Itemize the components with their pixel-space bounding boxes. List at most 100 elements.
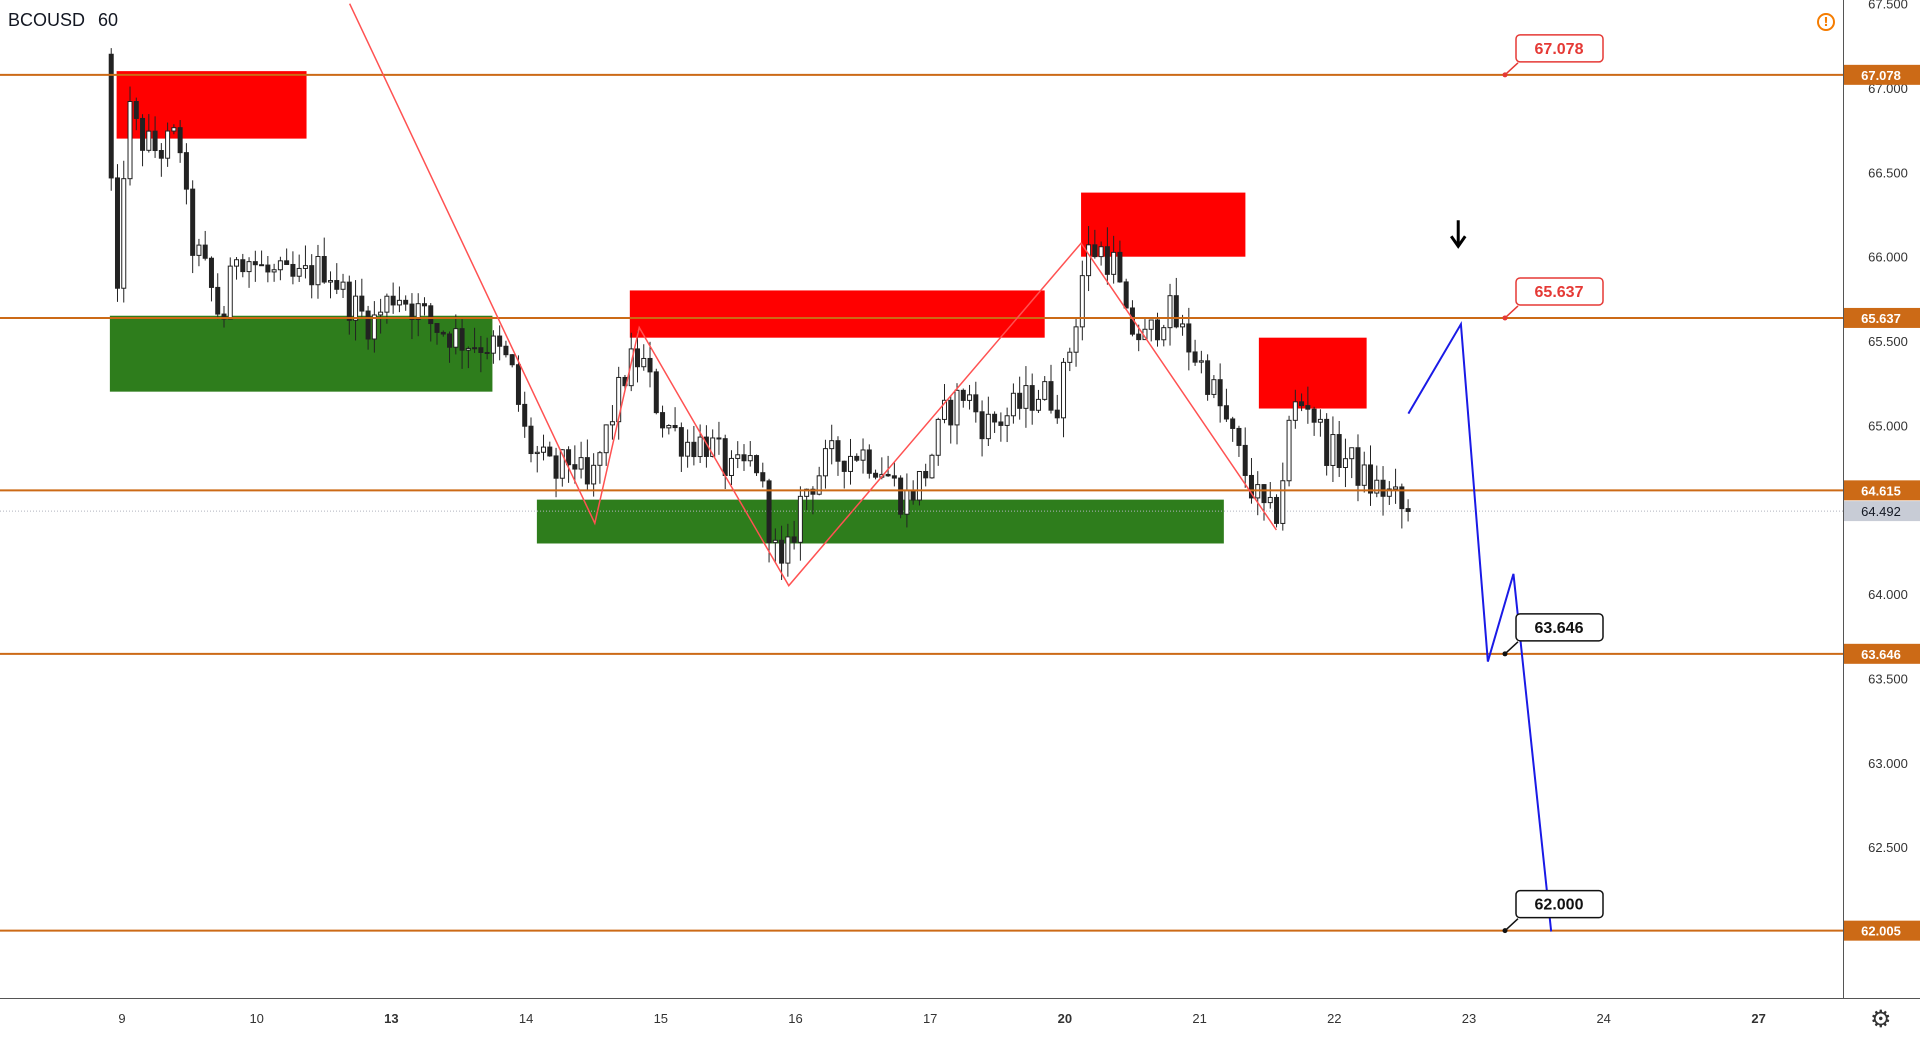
candle-body: [647, 357, 653, 373]
candle-body: [390, 295, 396, 306]
candle-49: [415, 293, 421, 337]
price-callout-0: 67.078: [1502, 34, 1604, 78]
candle-body: [666, 425, 672, 429]
candle-186: [1274, 494, 1280, 528]
time-axis: 9 10 13 14 15 16 17 20 21 22 23 24 27: [0, 998, 1920, 1026]
candle-102: [747, 441, 753, 467]
candle-142: [998, 412, 1004, 442]
candle-body: [1010, 392, 1016, 417]
candle-body: [1274, 496, 1280, 524]
candle-body: [747, 455, 753, 462]
level-price-tag-text-0: 67.078: [1861, 68, 1901, 83]
candle-20: [234, 257, 240, 280]
candle-188: [1286, 415, 1292, 487]
candle-119: [854, 453, 860, 462]
candle-body: [572, 464, 578, 470]
y-tick-label-5: 65.500: [1868, 334, 1908, 349]
x-tick-label-3: 14: [519, 1011, 533, 1026]
candle-38: [346, 275, 352, 335]
x-tick-label-10: 23: [1462, 1011, 1476, 1026]
candle-70: [547, 441, 553, 457]
level-price-tag-text-1: 65.637: [1861, 311, 1901, 326]
y-tick-label-2: 63.500: [1868, 671, 1908, 686]
candle-body: [140, 117, 146, 151]
candle-body: [1061, 361, 1067, 419]
candle-87: [653, 368, 659, 415]
last-price-tag-text: 64.492: [1861, 504, 1901, 519]
candle-37: [340, 273, 346, 298]
candle-body: [1342, 458, 1348, 469]
candle-body: [848, 455, 854, 472]
candle-body: [810, 488, 816, 495]
candle-136: [960, 388, 966, 408]
y-tick-label-4: 65.000: [1868, 418, 1908, 433]
candle-body: [941, 399, 947, 420]
candle-body: [1054, 409, 1060, 419]
candle-body: [365, 310, 371, 340]
candle-body: [183, 152, 189, 190]
candle-111: [804, 488, 810, 510]
candle-168: [1161, 324, 1167, 347]
candle-194: [1324, 413, 1330, 476]
candle-body: [1305, 405, 1311, 410]
candle-body: [779, 539, 785, 564]
candle-body: [133, 101, 139, 119]
y-tick-label-3: 64.000: [1868, 587, 1908, 602]
candle-body: [296, 267, 302, 277]
candle-181: [1242, 427, 1248, 488]
candle-190: [1299, 393, 1305, 412]
candle-34: [321, 237, 327, 284]
candle-187: [1280, 462, 1286, 531]
candle-body: [979, 411, 985, 440]
candle-body: [660, 412, 666, 429]
candle-16: [208, 256, 214, 302]
candle-45: [390, 282, 396, 314]
candle-body: [359, 295, 365, 312]
candle-body: [691, 441, 697, 458]
price-callout-1: 65.637: [1502, 277, 1604, 321]
candle-76: [584, 439, 590, 491]
candle-body: [246, 261, 252, 273]
warning-icon[interactable]: !: [1817, 13, 1835, 31]
candle-137: [967, 384, 973, 410]
candle-body: [1380, 479, 1386, 497]
candle-169: [1167, 283, 1173, 346]
candle-179: [1230, 416, 1236, 442]
candle-26: [271, 263, 277, 282]
candle-body: [1173, 295, 1179, 328]
candle-176: [1211, 375, 1217, 399]
candle-84: [634, 331, 640, 383]
candle-74: [572, 445, 578, 484]
candle-6: [146, 114, 152, 153]
candle-body: [1311, 408, 1317, 423]
candle-body: [421, 303, 427, 307]
candle-body: [1111, 251, 1117, 275]
candle-65: [515, 355, 521, 412]
candle-58: [472, 327, 478, 354]
candle-body: [1223, 405, 1229, 420]
candle-9: [165, 122, 171, 167]
candle-body: [158, 150, 164, 159]
candle-156: [1086, 226, 1092, 292]
candle-body: [923, 470, 929, 479]
candle-197: [1342, 438, 1348, 488]
candle-32: [309, 254, 315, 299]
candle-body: [948, 399, 954, 426]
candle-body: [415, 303, 421, 320]
candle-body: [1236, 427, 1242, 446]
candle-110: [797, 486, 803, 561]
x-tick-label-5: 16: [788, 1011, 802, 1026]
candle-body: [409, 303, 415, 320]
candle-body: [396, 299, 402, 306]
candle-10: [171, 124, 177, 135]
gear-icon[interactable]: ⚙: [1870, 1005, 1892, 1033]
candle-body: [472, 347, 478, 350]
candle-93: [691, 425, 697, 466]
candle-182: [1248, 458, 1254, 504]
candle-108: [785, 523, 791, 577]
candle-67: [528, 417, 534, 463]
candle-body: [1336, 434, 1342, 469]
candle-body: [891, 475, 897, 479]
candle-body: [1136, 333, 1142, 341]
